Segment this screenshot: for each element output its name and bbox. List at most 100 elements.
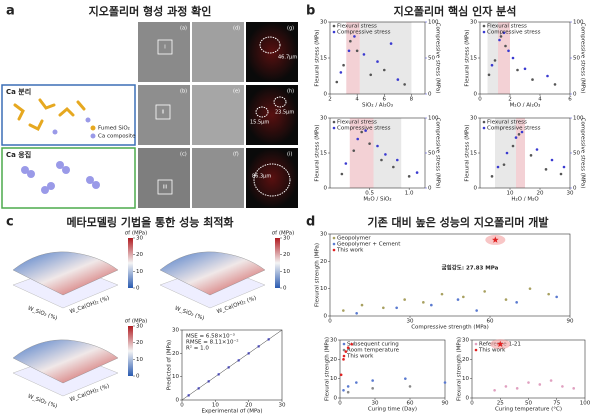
- x-tick-label: 20: [537, 191, 544, 197]
- x-tick-label: 60: [487, 319, 494, 325]
- point: [342, 358, 345, 361]
- band: [495, 118, 516, 188]
- point: [355, 381, 358, 384]
- y-tick-label: 15: [470, 151, 477, 157]
- point: [404, 377, 407, 380]
- point: [462, 295, 465, 299]
- measurement: 23.5μm: [275, 110, 294, 116]
- measurement: 15.5μm: [250, 120, 269, 126]
- y2-tick-label: 50: [428, 56, 435, 62]
- y2-tick-label: 100: [428, 116, 439, 122]
- legend-marker: [482, 30, 486, 34]
- x-tick-label: 0: [328, 319, 332, 325]
- image-label: (e): [233, 89, 240, 95]
- x-tick-label: 90: [567, 319, 574, 325]
- y-tick-label: 30: [320, 232, 327, 238]
- point: [342, 63, 345, 67]
- y-axis-label: Predicted σf (MPa): [167, 340, 173, 390]
- y-tick-label: 10: [172, 374, 179, 380]
- point: [490, 175, 494, 178]
- point: [335, 80, 339, 84]
- surface: [12, 339, 119, 384]
- y2-axis-label: Compressive stress (MPa): [580, 23, 586, 94]
- panel-label: b: [306, 4, 315, 19]
- colorbar: [128, 238, 133, 288]
- image-label: (d): [233, 26, 240, 32]
- point: [362, 53, 366, 56]
- y2-tick-label: 0: [428, 92, 432, 98]
- point: [492, 236, 499, 243]
- legend-text: Ca composite: [98, 134, 136, 140]
- colorbar-tick-label: 0: [136, 286, 140, 292]
- y-tick-label: 30: [320, 116, 327, 122]
- point: [352, 149, 356, 152]
- image-label: (g): [287, 26, 294, 32]
- y-tick-label: 30: [172, 328, 179, 334]
- legend-marker: [342, 342, 346, 346]
- box-title: Ca 응집: [6, 150, 31, 159]
- legend-text: Compressive stress: [487, 30, 541, 36]
- legend-marker: [342, 348, 346, 352]
- y-tick-label: 20: [320, 259, 327, 265]
- point: [475, 309, 478, 312]
- point: [395, 158, 399, 162]
- legend-text: Flexural stress: [337, 120, 377, 126]
- point: [440, 292, 444, 296]
- panel-title: 메타모델링 기법을 통한 성능 최적화: [66, 215, 233, 229]
- annotation: MSE = 6.58×10⁻³: [186, 333, 235, 340]
- colorbar-tick-label: 30: [283, 236, 290, 242]
- point: [340, 172, 344, 176]
- y-tick-label: 0: [324, 186, 328, 192]
- point: [349, 39, 352, 43]
- point: [562, 165, 566, 169]
- y-axis-label: Flexural strength (MPa): [325, 337, 331, 401]
- colorbar-tick-label: 30: [136, 236, 143, 242]
- point: [550, 158, 554, 162]
- x-tick-label: 1.0: [405, 191, 414, 197]
- colorbar-tick-label: 20: [136, 340, 143, 346]
- plot-frame: [181, 329, 283, 401]
- panel-title: 지오폴리머 핵심 인자 분석: [394, 4, 517, 18]
- point: [483, 290, 486, 293]
- point: [504, 385, 508, 388]
- y-axis-label: Flexural stress (MPa): [465, 29, 471, 86]
- legend-text: Fumed SiO₂: [98, 126, 130, 132]
- colorbar: [275, 238, 280, 288]
- point: [350, 342, 353, 346]
- y-tick-label: 30: [470, 20, 477, 26]
- annotation: R² = 1.0: [186, 345, 209, 352]
- legend-marker: [332, 126, 336, 130]
- point: [531, 78, 534, 81]
- point: [364, 129, 367, 132]
- point: [456, 298, 460, 301]
- x-tick-label: 100: [580, 401, 591, 407]
- point: [511, 144, 515, 148]
- panel-label: a: [6, 4, 15, 19]
- point: [339, 71, 343, 74]
- point: [555, 295, 558, 299]
- point: [514, 136, 518, 139]
- point: [517, 133, 521, 136]
- band: [349, 118, 374, 188]
- legend-text: Flexural stress: [337, 24, 377, 30]
- panel-label: c: [6, 215, 14, 230]
- x-axis-label: Compressive strength (MPa): [411, 325, 489, 331]
- x-tick-label: 10: [212, 403, 219, 409]
- point: [515, 301, 518, 304]
- point: [344, 350, 348, 353]
- colorbar-tick-label: 10: [136, 269, 143, 275]
- x-tick-label: 30: [407, 319, 414, 325]
- y-tick-label: 20: [462, 357, 469, 363]
- point: [496, 165, 500, 169]
- panel-label: d: [306, 215, 315, 230]
- y2-axis-label: Compressive stress (MPa): [435, 118, 441, 189]
- band: [516, 118, 525, 188]
- legend-text: Compressive stress: [337, 30, 391, 36]
- x-tick-label: 25: [497, 401, 504, 407]
- point: [549, 379, 553, 382]
- measurement: 86.3μm: [252, 174, 271, 180]
- point: [346, 390, 350, 394]
- point: [490, 63, 494, 67]
- axis-label: W_SiO₂ (%): [27, 306, 58, 322]
